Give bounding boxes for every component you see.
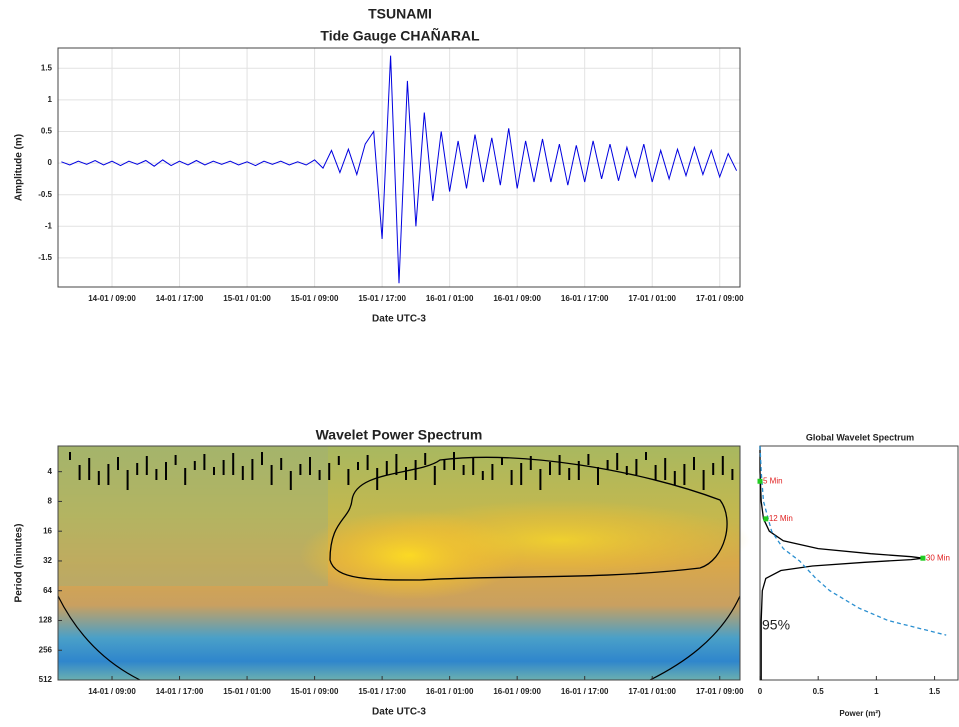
chart-title: Wavelet Power Spectrum	[316, 427, 483, 443]
cone-of-influence	[57, 595, 741, 681]
chart-subtitle: Tide Gauge CHAÑARAL	[320, 27, 480, 44]
x-tick-label: 15-01 / 01:00	[223, 294, 271, 303]
plot-frame	[57, 47, 741, 288]
x-tick-label: 14-01 / 09:00	[88, 294, 136, 303]
peak-marker	[757, 478, 763, 484]
y-tick-label: 32	[43, 556, 52, 565]
x-tick-label: 17-01 / 09:00	[696, 687, 744, 696]
y-tick-label: 256	[39, 645, 53, 654]
y-tick-label: 64	[43, 586, 52, 595]
peak-marker	[920, 555, 926, 561]
y-tick-label: 0	[48, 158, 53, 167]
x-tick-label: 17-01 / 01:00	[628, 687, 676, 696]
x-tick-label: 14-01 / 09:00	[88, 687, 136, 696]
peak-label: 5 Min	[763, 476, 783, 485]
plot-frame	[57, 445, 741, 681]
significance-label: 95%	[762, 617, 790, 633]
peak-marker	[763, 516, 769, 522]
y-tick-label: 16	[43, 526, 52, 535]
y-tick-label: 4	[48, 467, 53, 476]
x-tick-label: 16-01 / 17:00	[561, 294, 609, 303]
x-axis-label: Power (m²)	[839, 709, 881, 718]
x-tick-label: 16-01 / 09:00	[493, 687, 541, 696]
heatmap-warm-band	[370, 500, 750, 580]
x-tick-label: 16-01 / 09:00	[493, 294, 541, 303]
x-tick-label: 15-01 / 09:00	[291, 687, 339, 696]
y-tick-label: 8	[48, 497, 53, 506]
x-tick-label: 17-01 / 09:00	[696, 294, 744, 303]
x-tick-label: 15-01 / 01:00	[223, 687, 271, 696]
y-tick-label: 1	[48, 95, 53, 104]
y-tick-label: -0.5	[38, 190, 52, 199]
x-tick-label: 16-01 / 01:00	[426, 687, 474, 696]
y-tick-label: 0.5	[41, 127, 53, 136]
data-line	[61, 55, 738, 284]
x-tick-label: 16-01 / 01:00	[426, 294, 474, 303]
peak-label: 12 Min	[769, 514, 793, 523]
plot-area	[58, 48, 740, 287]
chart-title: Global Wavelet Spectrum	[806, 432, 914, 442]
x-tick-label: 1	[874, 687, 879, 696]
x-tick-label: 0.5	[813, 687, 825, 696]
heatmap-left-calm	[58, 446, 328, 586]
x-tick-label: 15-01 / 09:00	[291, 294, 339, 303]
y-tick-label: -1	[45, 221, 53, 230]
x-tick-label: 16-01 / 17:00	[561, 687, 609, 696]
x-tick-label: 1.5	[929, 687, 941, 696]
x-axis-label: Date UTC-3	[372, 707, 426, 718]
y-tick-label: 512	[39, 675, 53, 684]
y-axis-label: Period (minutes)	[14, 524, 25, 603]
chart-title: TSUNAMI	[368, 6, 432, 22]
x-tick-label: 0	[758, 687, 763, 696]
x-axis-label: Date UTC-3	[372, 314, 426, 325]
y-tick-label: 1.5	[41, 63, 53, 72]
y-tick-label: -1.5	[38, 253, 52, 262]
y-axis-label: Amplitude (m)	[14, 134, 25, 201]
x-tick-label: 14-01 / 17:00	[156, 294, 204, 303]
significance-contour	[329, 456, 728, 581]
x-tick-label: 14-01 / 17:00	[156, 687, 204, 696]
spectrum-line	[759, 445, 947, 636]
x-tick-label: 15-01 / 17:00	[358, 294, 406, 303]
x-tick-label: 17-01 / 01:00	[628, 294, 676, 303]
y-tick-label: 128	[39, 616, 53, 625]
x-tick-label: 15-01 / 17:00	[358, 687, 406, 696]
peak-label: 30 Min	[926, 553, 950, 562]
